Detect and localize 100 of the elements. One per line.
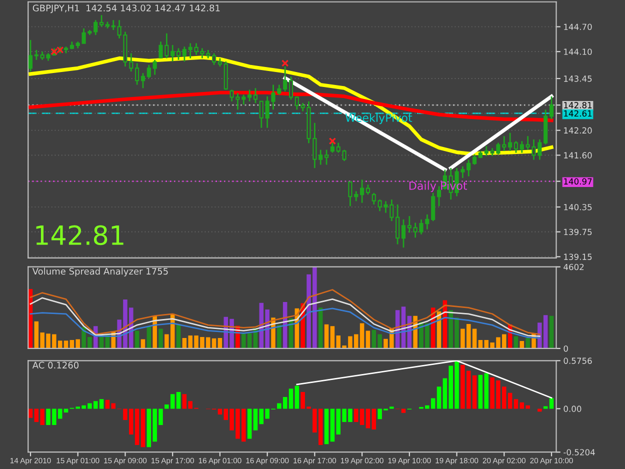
y-tick-label: 140.35 <box>564 204 592 210</box>
y-tick-label: 142.20 <box>564 127 592 134</box>
candlestick <box>318 149 323 166</box>
candlestick <box>336 142 340 154</box>
bar <box>324 324 329 348</box>
bar <box>176 325 181 348</box>
line-series <box>28 56 554 156</box>
candlestick <box>135 62 140 86</box>
bar <box>247 408 252 439</box>
candlestick <box>212 52 216 66</box>
candlestick <box>401 218 406 248</box>
annotation: 142.81 <box>36 225 124 246</box>
candlestick <box>431 192 436 222</box>
bar <box>372 408 376 430</box>
bar <box>324 408 329 444</box>
candlestick <box>508 132 512 152</box>
y-tick-label: 140.97 <box>564 178 592 185</box>
y-tick-label: 144.70 <box>564 24 592 30</box>
bar <box>158 328 163 348</box>
y-tick-label: 0.5756 <box>564 358 592 364</box>
y-tick-label: 143.45 <box>564 76 592 82</box>
candlestick <box>484 145 488 157</box>
bar <box>366 408 370 428</box>
bar <box>478 374 483 409</box>
candlestick <box>294 96 299 110</box>
bar <box>526 338 530 348</box>
candlestick <box>466 159 471 178</box>
bar <box>152 316 157 348</box>
candlestick <box>520 140 524 154</box>
candlestick <box>396 204 400 245</box>
line-series <box>30 289 540 335</box>
candlestick <box>372 192 376 206</box>
candlestick <box>170 44 175 62</box>
bar <box>294 386 300 409</box>
bar <box>436 386 442 409</box>
point <box>281 60 289 67</box>
bar <box>514 399 518 409</box>
candlestick <box>436 186 442 207</box>
bar <box>28 408 33 418</box>
bar <box>401 408 406 413</box>
bar <box>140 408 146 448</box>
candlestick <box>288 76 294 100</box>
bar <box>366 330 370 348</box>
candlestick <box>407 215 412 234</box>
bar <box>318 308 323 348</box>
bar <box>549 398 554 409</box>
candlestick <box>472 154 477 166</box>
y-tick-label: 142.61 <box>564 110 592 117</box>
bar <box>549 316 554 348</box>
y-tick-label: 142.81 <box>564 102 592 108</box>
line-series <box>30 297 540 337</box>
chart-title: GBPJPY,H1 142.54 143.02 142.47 142.81 <box>32 4 220 14</box>
y-tick-label: 144.10 <box>564 48 592 55</box>
bar <box>218 338 222 348</box>
candlestick <box>152 59 157 76</box>
y-tick-label: 139.75 <box>564 228 592 236</box>
bar <box>64 408 68 412</box>
bar <box>288 388 294 409</box>
candlestick <box>342 149 346 162</box>
candlestick <box>324 149 329 166</box>
candlestick <box>28 39 33 72</box>
y-tick-label: 141.60 <box>564 152 592 158</box>
y-tick-label: 4602 <box>564 264 584 270</box>
point <box>328 137 336 145</box>
bar <box>64 340 68 348</box>
line-series <box>28 90 554 122</box>
y-tick-label: 139.15 <box>564 254 592 260</box>
candlestick <box>514 140 518 154</box>
chart-title: AC 0.1260 <box>32 362 79 369</box>
candlestick <box>111 19 116 31</box>
candlestick <box>354 190 358 202</box>
candlestick <box>34 49 38 61</box>
candlestick <box>549 96 554 120</box>
y-tick-label: -0.5204 <box>564 449 595 456</box>
candlestick <box>182 46 186 62</box>
candlestick <box>360 178 364 204</box>
candlestick <box>259 100 264 129</box>
candlestick <box>140 72 146 89</box>
bar <box>514 336 518 348</box>
candlestick <box>253 87 258 104</box>
bar <box>484 373 489 409</box>
y-tick-label: 0.00 <box>564 406 582 412</box>
bar <box>538 408 542 412</box>
bar <box>277 325 282 348</box>
candlestick <box>94 19 98 36</box>
bar <box>253 408 258 430</box>
candlestick <box>176 48 181 61</box>
bar <box>176 392 181 409</box>
y-tick-label: 0 <box>564 345 568 352</box>
line-series <box>30 308 540 339</box>
bar <box>105 400 110 409</box>
candlestick <box>366 184 370 196</box>
candlestick <box>348 180 352 207</box>
chart-title: Volume Spread Analyzer 1755 <box>32 268 168 276</box>
bar <box>140 339 146 348</box>
bar <box>543 406 548 409</box>
candlestick <box>248 89 252 102</box>
bar <box>134 330 140 348</box>
candlestick <box>146 64 151 79</box>
candlestick <box>100 14 104 28</box>
